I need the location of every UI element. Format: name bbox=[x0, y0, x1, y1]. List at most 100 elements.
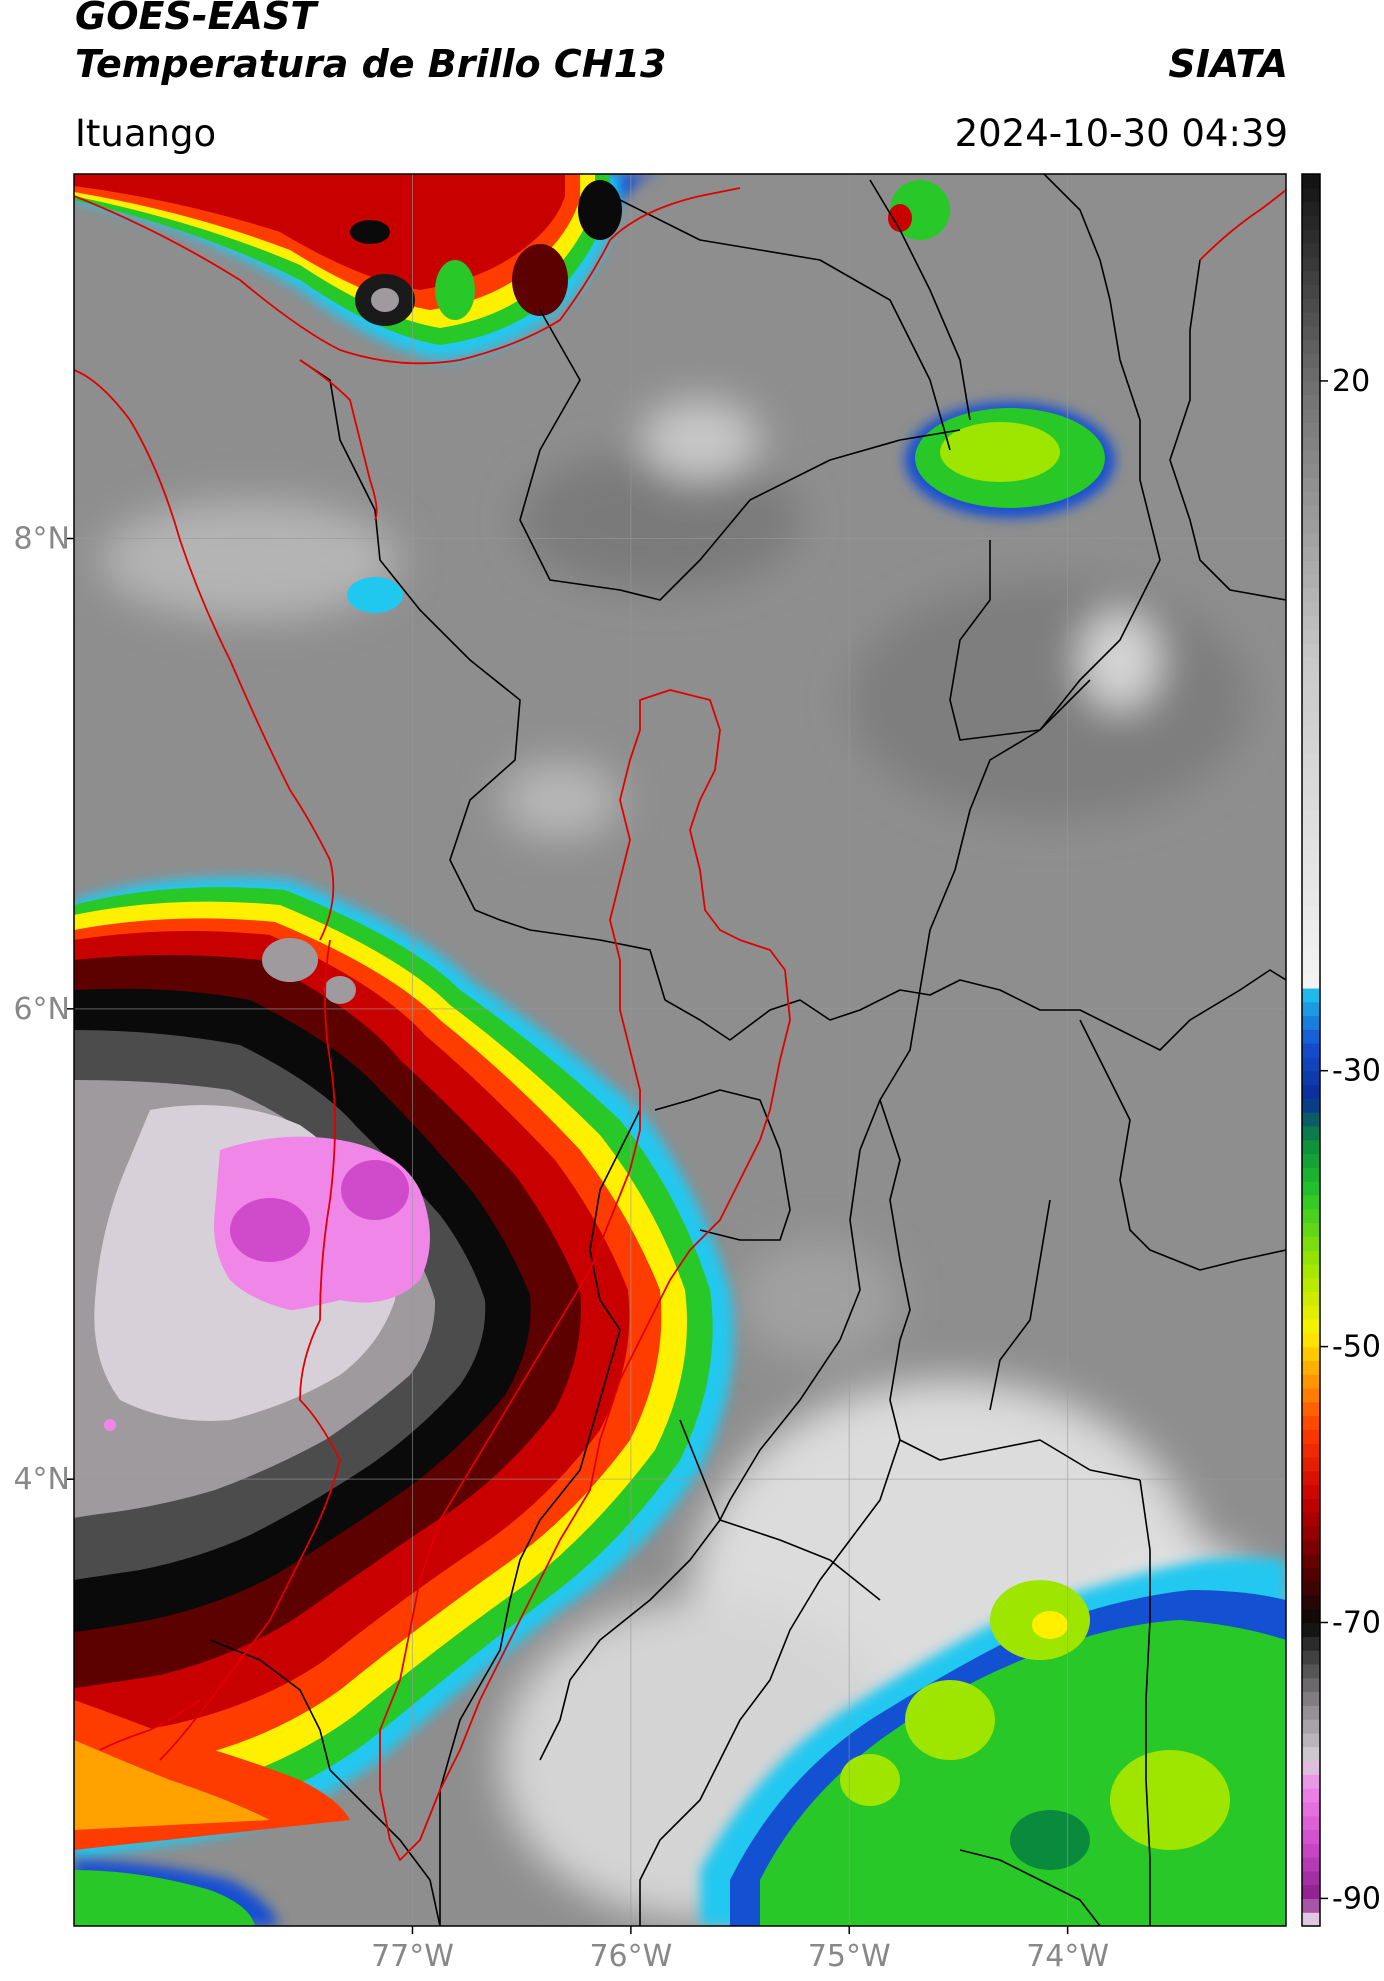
colorbar-band-44 bbox=[1302, 1305, 1320, 1320]
colorbar-band-45 bbox=[1302, 1291, 1320, 1306]
colorbar-band-81 bbox=[1302, 794, 1320, 810]
gridlines bbox=[74, 174, 1286, 1926]
colorbar-band-7 bbox=[1302, 1815, 1320, 1831]
colorbar-band-99 bbox=[1302, 546, 1320, 561]
colorbar-band-74 bbox=[1302, 891, 1320, 906]
colorbar-band-58 bbox=[1302, 1112, 1320, 1127]
colorbar-band-6 bbox=[1302, 1829, 1320, 1844]
colorbar-band-79 bbox=[1302, 822, 1320, 837]
lon-tick-label-1: 76°W bbox=[589, 1939, 672, 1974]
colorbar-band-119 bbox=[1302, 270, 1320, 285]
colorbar-band-60 bbox=[1302, 1084, 1320, 1099]
colorbar-band-64 bbox=[1302, 1029, 1320, 1044]
product-title: Temperatura de Brillo CH13 bbox=[75, 42, 667, 86]
colorbar-band-94 bbox=[1302, 615, 1320, 630]
colorbar: 20 -30 -50 -70 -90 bbox=[1301, 173, 1381, 1927]
colorbar-band-109 bbox=[1302, 408, 1320, 423]
colorbar-band-67 bbox=[1302, 987, 1320, 1003]
coastline-uraba bbox=[299, 359, 378, 521]
admin-border-quindio bbox=[539, 1419, 721, 1761]
admin-border-casanare bbox=[1079, 1019, 1286, 1271]
colorbar-band-68 bbox=[1302, 974, 1320, 989]
admin-border-tolima bbox=[639, 1439, 901, 1926]
colorbar-band-103 bbox=[1302, 491, 1320, 506]
colorbar-band-37 bbox=[1302, 1401, 1320, 1417]
colorbar-band-125 bbox=[1302, 187, 1320, 203]
colorbar-band-121 bbox=[1302, 242, 1320, 258]
colorbar-band-78 bbox=[1302, 836, 1320, 851]
colorbar-band-18 bbox=[1302, 1663, 1320, 1679]
map-frame bbox=[73, 173, 1287, 1927]
colorbar-band-55 bbox=[1302, 1153, 1320, 1168]
colorbar-band-31 bbox=[1302, 1484, 1320, 1499]
coastline-caribbean bbox=[74, 187, 741, 365]
colorbar-band-13 bbox=[1302, 1732, 1320, 1748]
colorbar-band-20 bbox=[1302, 1636, 1320, 1651]
colorbar-band-50 bbox=[1302, 1222, 1320, 1237]
colorbar-band-40 bbox=[1302, 1360, 1320, 1375]
colorbar-band-21 bbox=[1302, 1622, 1320, 1637]
colorbar-band-48 bbox=[1302, 1250, 1320, 1265]
longitude-axis: 77°W 76°W 75°W 74°W bbox=[371, 1926, 1109, 1974]
colorbar-band-16 bbox=[1302, 1691, 1320, 1706]
colorbar-band-42 bbox=[1302, 1332, 1320, 1348]
colorbar-band-24 bbox=[1302, 1581, 1320, 1596]
colorbar-band-110 bbox=[1302, 394, 1320, 410]
admin-border-valle bbox=[439, 1329, 621, 1926]
colorbar-band-23 bbox=[1302, 1594, 1320, 1610]
colorbar-band-0 bbox=[1302, 1912, 1320, 1927]
colorbar-tick-label-1: -30 bbox=[1332, 1054, 1381, 1089]
colorbar-band-88 bbox=[1302, 698, 1320, 713]
admin-border-meta-s bbox=[1139, 1479, 1151, 1926]
colorbar-band-61 bbox=[1302, 1070, 1320, 1086]
national-borders bbox=[74, 187, 1286, 1761]
admin-border-north bbox=[519, 309, 961, 601]
admin-border-ne bbox=[1169, 259, 1286, 601]
satellite-image bbox=[74, 174, 1286, 1926]
colorbar-band-118 bbox=[1302, 284, 1320, 299]
mesoscale-convective-system bbox=[74, 877, 734, 1926]
colorbar-band-116 bbox=[1302, 311, 1320, 327]
colorbar-band-29 bbox=[1302, 1512, 1320, 1527]
colorbar-band-70 bbox=[1302, 946, 1320, 961]
colorbar-band-122 bbox=[1302, 229, 1320, 244]
admin-border-cauca bbox=[209, 1639, 441, 1926]
colorbar-band-85 bbox=[1302, 739, 1320, 755]
colorbar-tick-label-2: -50 bbox=[1332, 1330, 1381, 1365]
colorbar-band-26 bbox=[1302, 1553, 1320, 1568]
colorbar-band-19 bbox=[1302, 1650, 1320, 1665]
colorbar-band-38 bbox=[1302, 1387, 1320, 1403]
colorbar-band-124 bbox=[1302, 201, 1320, 216]
lon-tick-label-0: 77°W bbox=[371, 1939, 454, 1974]
north-convective-band bbox=[74, 174, 1286, 360]
admin-border-huila bbox=[959, 1849, 1101, 1926]
lon-tick-label-3: 74°W bbox=[1026, 1939, 1109, 1974]
colorbar-band-62 bbox=[1302, 1056, 1320, 1072]
admin-border-santander bbox=[949, 174, 1161, 741]
admin-border-bolivar bbox=[869, 179, 971, 421]
colorbar-band-71 bbox=[1302, 932, 1320, 948]
colorbar-band-47 bbox=[1302, 1263, 1320, 1279]
colorbar-band-15 bbox=[1302, 1705, 1320, 1720]
border-venezuela bbox=[1199, 189, 1286, 261]
colorbar-bands bbox=[1302, 174, 1320, 1927]
colorbar-band-41 bbox=[1302, 1346, 1320, 1361]
colorbar-band-10 bbox=[1302, 1774, 1320, 1789]
colorbar-band-63 bbox=[1302, 1043, 1320, 1058]
colorbar-band-92 bbox=[1302, 643, 1320, 658]
colorbar-tick-label-0: 20 bbox=[1332, 364, 1370, 399]
colorbar-band-120 bbox=[1302, 256, 1320, 272]
admin-border-cundinamarca bbox=[879, 1099, 1141, 1481]
coastline-pacific bbox=[159, 939, 341, 1761]
lat-tick-label-2: 4°N bbox=[13, 1462, 70, 1497]
location-label: Ituango bbox=[75, 112, 217, 155]
colorbar-band-100 bbox=[1302, 532, 1320, 548]
colorbar-band-9 bbox=[1302, 1788, 1320, 1803]
colorbar-band-1 bbox=[1302, 1898, 1320, 1913]
colorbar-band-54 bbox=[1302, 1167, 1320, 1182]
colorbar-tick-label-3: -70 bbox=[1332, 1606, 1381, 1641]
colorbar-band-91 bbox=[1302, 656, 1320, 672]
colorbar-band-87 bbox=[1302, 712, 1320, 727]
